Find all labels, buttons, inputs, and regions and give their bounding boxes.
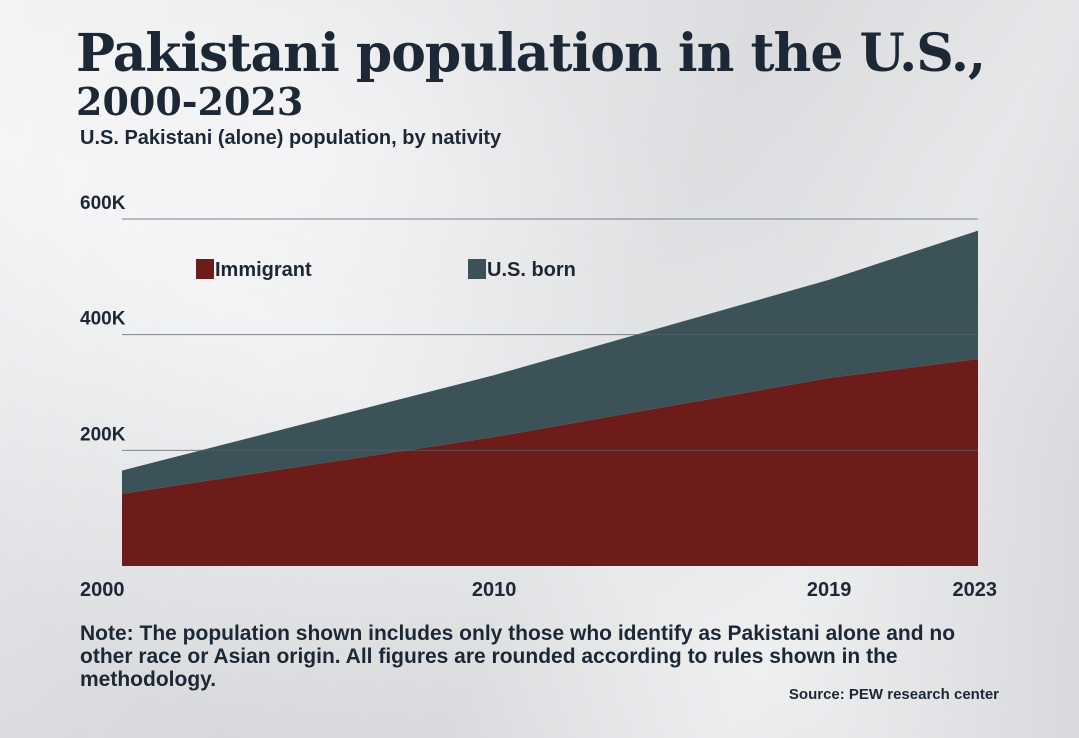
x-tick-label: 2010 — [472, 579, 517, 601]
x-tick-label: 2023 — [953, 579, 998, 601]
chart-note: Note: The population shown includes only… — [80, 622, 956, 691]
x-tick-label: 2000 — [80, 579, 125, 601]
legend-swatch — [196, 259, 214, 279]
area-series-immigrant — [122, 358, 978, 566]
chart-title: Pakistani population in the U.S., — [76, 23, 986, 84]
x-tick-label: 2019 — [807, 579, 852, 601]
y-tick-label: 200K — [80, 424, 126, 445]
chart-title-years: 2000-2023 — [76, 79, 304, 124]
chart-subtitle: U.S. Pakistani (alone) population, by na… — [80, 127, 502, 149]
area-series-u-s-born — [122, 230, 978, 494]
y-tick-label: 600K — [80, 193, 126, 214]
legend-label: Immigrant — [215, 259, 312, 281]
legend-swatch — [468, 259, 486, 279]
y-tick-label: 400K — [80, 309, 126, 330]
legend-label: U.S. born — [487, 259, 576, 281]
chart-source: Source: PEW research center — [788, 686, 999, 703]
